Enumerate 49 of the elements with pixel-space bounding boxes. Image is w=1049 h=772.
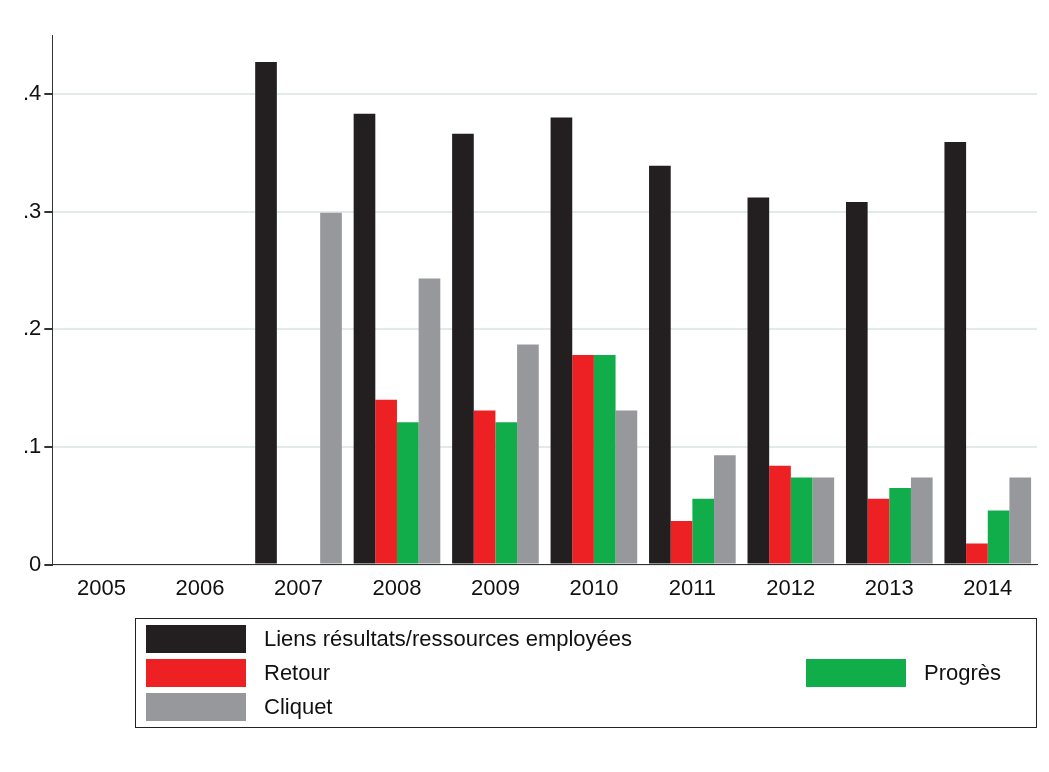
bar [812,477,835,564]
bar [495,422,518,564]
bar [615,410,638,564]
bar [353,113,376,564]
bar [867,498,890,564]
bar [473,410,496,564]
x-tick-label: 2013 [864,574,914,600]
x-tick-label: 2012 [766,574,816,600]
bar [452,133,474,564]
bar [418,278,441,564]
y-tick-label: .2 [22,315,42,341]
legend-label: Cliquet [264,694,333,720]
y-tick-label: 0 [29,550,42,576]
x-tick-label: 2011 [668,574,717,600]
x-tick-label: 2009 [470,574,520,600]
bar [889,488,911,564]
bar [790,477,813,564]
bar [593,355,616,564]
y-tick-label: .4 [22,79,42,105]
legend-label: Liens résultats/ressources employées [264,626,633,652]
bar [550,117,573,564]
bar [910,477,933,564]
bar [944,142,967,564]
bar [517,344,539,564]
bar [692,498,715,564]
x-tick-label: 2007 [274,574,323,600]
bar [714,455,736,564]
bar [747,197,770,564]
y-tick-label: .1 [22,432,42,458]
bar [255,62,277,564]
bar [1009,477,1032,564]
bar [966,543,988,564]
bar [375,399,397,564]
bar [572,355,594,564]
x-tick-label: 2008 [372,574,422,600]
bar [769,465,791,564]
x-tick-label: 2006 [175,574,225,600]
bar [320,212,342,564]
bar [845,202,868,564]
legend-label: Retour [264,660,331,686]
x-tick-label: 2010 [569,574,619,600]
y-tick-label: .3 [22,197,42,223]
bar [670,521,693,564]
bar [396,422,419,564]
x-tick-label: 2014 [963,574,1013,600]
bar [987,510,1010,564]
x-tick-label: 2005 [77,574,127,600]
bar [649,165,671,564]
legend-label: Progrès [924,660,1002,686]
